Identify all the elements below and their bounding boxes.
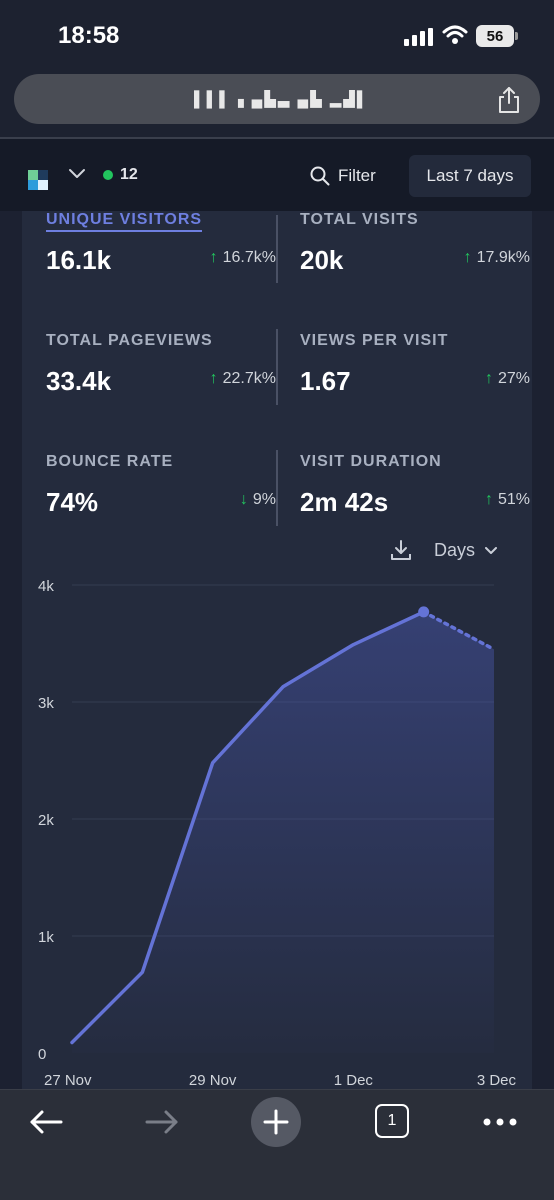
stat-change-value: 17.9k% <box>476 249 530 266</box>
address-bar[interactable]: ▌▌▌ ▖▄▙▃ ▄▙ ▂▟▌ <box>14 74 540 124</box>
arrow-up-icon: ↑ <box>209 249 218 266</box>
stat-change-value: 9% <box>252 491 276 508</box>
x-tick-label: 3 Dec <box>477 1072 517 1089</box>
stat-divider <box>276 215 278 283</box>
more-menu-button[interactable] <box>480 1102 520 1142</box>
stats-card: UNIQUE VISITORS 16.1k ↑ 16.7k% TOTAL VISI… <box>22 211 532 1091</box>
stat-change: ↑ 17.9k% <box>464 249 530 267</box>
wifi-icon <box>442 25 468 44</box>
arrow-up-icon: ↑ <box>484 370 493 387</box>
back-button[interactable] <box>26 1102 66 1142</box>
stat-change-value: 22.7k% <box>222 370 276 387</box>
stat-value: 74% <box>46 487 99 517</box>
search-icon <box>310 166 330 186</box>
more-dots-icon <box>483 1118 517 1126</box>
cellular-signal-icon <box>404 28 433 46</box>
series-area <box>72 611 494 1053</box>
stat-change-value: 51% <box>497 491 530 508</box>
battery-icon: 56 <box>476 25 518 47</box>
stat-value: 16.1k <box>46 245 112 275</box>
stat-value: 1.67 <box>300 366 351 396</box>
stat-change-value: 27% <box>497 370 530 387</box>
stat-total-pageviews[interactable]: TOTAL PAGEVIEWS 33.4k ↑ 22.7k% <box>46 332 276 396</box>
share-icon[interactable] <box>496 86 522 114</box>
app-header: 12 Filter Last 7 days <box>0 139 554 211</box>
y-tick-label: 1k <box>38 929 54 946</box>
new-tab-button[interactable] <box>251 1097 301 1147</box>
stat-value: 2m 42s <box>300 487 389 517</box>
stat-unique-visitors[interactable]: UNIQUE VISITORS 16.1k ↑ 16.7k% <box>46 211 276 275</box>
arrow-up-icon: ↑ <box>209 370 218 387</box>
stat-label: UNIQUE VISITORS <box>46 211 203 232</box>
arrow-up-icon: ↑ <box>484 491 493 508</box>
stat-label: VIEWS PER VISIT <box>300 332 449 349</box>
live-indicator-icon <box>103 170 113 180</box>
stat-divider <box>276 450 278 526</box>
y-tick-label: 0 <box>38 1046 46 1063</box>
forward-button[interactable] <box>142 1102 182 1142</box>
x-tick-label: 29 Nov <box>189 1072 237 1089</box>
status-time: 18:58 <box>58 22 120 49</box>
interval-label: Days <box>434 540 476 560</box>
series-line-incomplete <box>421 610 496 652</box>
stat-label: TOTAL VISITS <box>300 211 419 228</box>
status-bar: 18:58 56 <box>0 0 554 70</box>
chrome-divider <box>0 137 554 139</box>
plus-icon <box>263 1109 289 1135</box>
stat-change: ↑ 16.7k% <box>210 249 276 267</box>
arrow-left-icon <box>30 1110 63 1134</box>
stat-views-per-visit[interactable]: VIEWS PER VISIT 1.67 ↑ 27% <box>300 332 530 396</box>
stat-label: BOUNCE RATE <box>46 453 174 470</box>
y-tick-label: 4k <box>38 578 54 595</box>
filter-label: Filter <box>338 166 376 185</box>
browser-url-area: ▌▌▌ ▖▄▙▃ ▄▙ ▂▟▌ <box>0 70 554 138</box>
stat-label: VISIT DURATION <box>300 453 442 470</box>
date-range-button[interactable]: Last 7 days <box>409 155 531 197</box>
y-tick-label: 3k <box>38 695 54 712</box>
stat-change: ↑ 22.7k% <box>210 370 276 388</box>
arrow-up-icon: ↑ <box>463 249 472 266</box>
arrow-down-icon: ↓ <box>239 491 248 508</box>
stat-change: ↑ 27% <box>485 370 530 388</box>
arrow-right-icon <box>145 1110 178 1134</box>
visitors-chart[interactable]: 0 1k 2k 3k 4k 27 Nov 29 Nov 1 Dec 3 Dec <box>22 211 532 1091</box>
download-icon[interactable] <box>390 539 412 561</box>
stat-value: 33.4k <box>46 366 112 396</box>
chevron-down-icon <box>485 546 498 554</box>
stat-divider <box>276 329 278 405</box>
y-tick-label: 2k <box>38 812 54 829</box>
stat-change-value: 16.7k% <box>222 249 276 266</box>
x-tick-label: 1 Dec <box>334 1072 374 1089</box>
stat-change: ↓ 9% <box>240 491 276 509</box>
stat-total-visits[interactable]: TOTAL VISITS 20k ↑ 17.9k% <box>300 211 530 275</box>
url-text: ▌▌▌ ▖▄▙▃ ▄▙ ▂▟▌ <box>194 91 370 108</box>
interval-picker[interactable]: Days <box>434 540 498 561</box>
series-line <box>70 610 426 1045</box>
current-visitors-count[interactable]: 12 <box>120 166 138 183</box>
site-favicon-icon[interactable] <box>28 170 48 190</box>
chevron-down-icon[interactable] <box>68 167 86 181</box>
x-tick-label: 27 Nov <box>44 1072 92 1089</box>
stat-label: TOTAL PAGEVIEWS <box>46 332 213 349</box>
stat-change: ↑ 51% <box>485 491 530 509</box>
stat-visit-duration[interactable]: VISIT DURATION 2m 42s ↑ 51% <box>300 453 530 517</box>
data-point[interactable] <box>418 606 430 618</box>
stat-bounce-rate[interactable]: BOUNCE RATE 74% ↓ 9% <box>46 453 276 517</box>
stat-value: 20k <box>300 245 344 275</box>
browser-toolbar: 1 <box>0 1089 554 1200</box>
tab-switcher-button[interactable]: 1 <box>375 1104 409 1138</box>
filter-button[interactable]: Filter <box>310 161 376 191</box>
